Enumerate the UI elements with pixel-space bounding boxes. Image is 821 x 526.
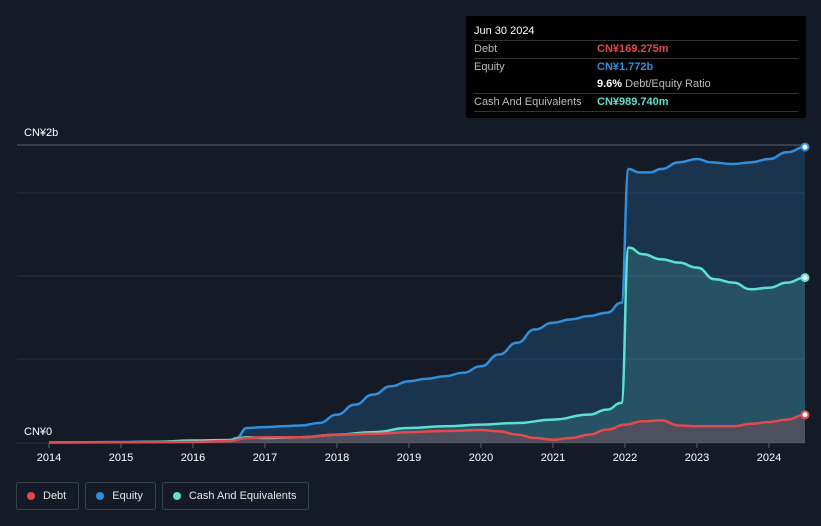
x-tick-label: 2024	[757, 452, 781, 464]
cash-and-equivalents-end-point	[800, 273, 810, 283]
tooltip-value-cash: CN¥989.740m	[597, 96, 669, 108]
legend: Debt Equity Cash And Equivalents	[16, 482, 310, 510]
x-tick-label: 2019	[397, 452, 421, 464]
debt-line	[48, 413, 806, 444]
tooltip-row-cash: Cash And Equivalents CN¥989.740m	[474, 93, 798, 111]
tooltip-ratio: 9.6% Debt/Equity Ratio	[597, 76, 711, 93]
tooltip-row-ratio: 9.6% Debt/Equity Ratio	[474, 76, 798, 93]
y-axis-label-top: CN¥2b	[24, 127, 58, 139]
equity-line	[48, 145, 806, 444]
x-tick-label: 2020	[469, 452, 493, 464]
tooltip-label: Cash And Equivalents	[474, 96, 582, 108]
tooltip-row-equity: Equity CN¥1.772b	[474, 58, 798, 76]
x-tick-label: 2016	[181, 452, 205, 464]
tooltip-value-equity: CN¥1.772b	[597, 61, 654, 73]
legend-label-cash: Cash And Equivalents	[188, 490, 297, 502]
equity-end-point	[800, 142, 810, 152]
x-tick-label: 2018	[325, 452, 349, 464]
debt-area	[49, 414, 805, 443]
tooltip-label: Equity	[474, 61, 505, 73]
legend-item-equity[interactable]: Equity	[85, 482, 156, 510]
cash-dot-icon	[172, 492, 181, 500]
debt-end-point	[800, 410, 810, 420]
tooltip-ratio-label: Debt/Equity Ratio	[625, 78, 711, 90]
tooltip-label: Debt	[474, 43, 498, 55]
tooltip-label	[474, 76, 597, 93]
legend-label-equity: Equity	[112, 490, 143, 502]
legend-label-debt: Debt	[43, 490, 67, 502]
cash-and-equivalents-area	[49, 247, 805, 443]
x-tick-label: 2021	[541, 452, 565, 464]
equity-dot-icon	[96, 492, 105, 500]
tooltip-row-debt: Debt CN¥169.275m	[474, 40, 798, 58]
x-tick-label: 2017	[253, 452, 277, 464]
tooltip-date: Jun 30 2024	[474, 25, 535, 37]
equity-area	[49, 147, 805, 443]
debt-dot-icon	[27, 492, 35, 500]
x-tick-label: 2015	[109, 452, 133, 464]
x-tick-label: 2023	[685, 452, 709, 464]
legend-item-debt[interactable]: Debt	[16, 482, 80, 510]
x-tick-label: 2014	[37, 452, 61, 464]
tooltip-value-ratio: 9.6%	[597, 78, 623, 90]
tooltip-value-debt: CN¥169.275m	[597, 43, 669, 55]
tooltip-bottom-divider	[474, 111, 798, 129]
legend-item-cash[interactable]: Cash And Equivalents	[161, 482, 310, 510]
tooltip-panel: Jun 30 2024 Debt CN¥169.275m Equity CN¥1…	[466, 16, 806, 118]
y-axis-label-bottom: CN¥0	[24, 426, 52, 438]
x-tick-label: 2022	[613, 452, 637, 464]
